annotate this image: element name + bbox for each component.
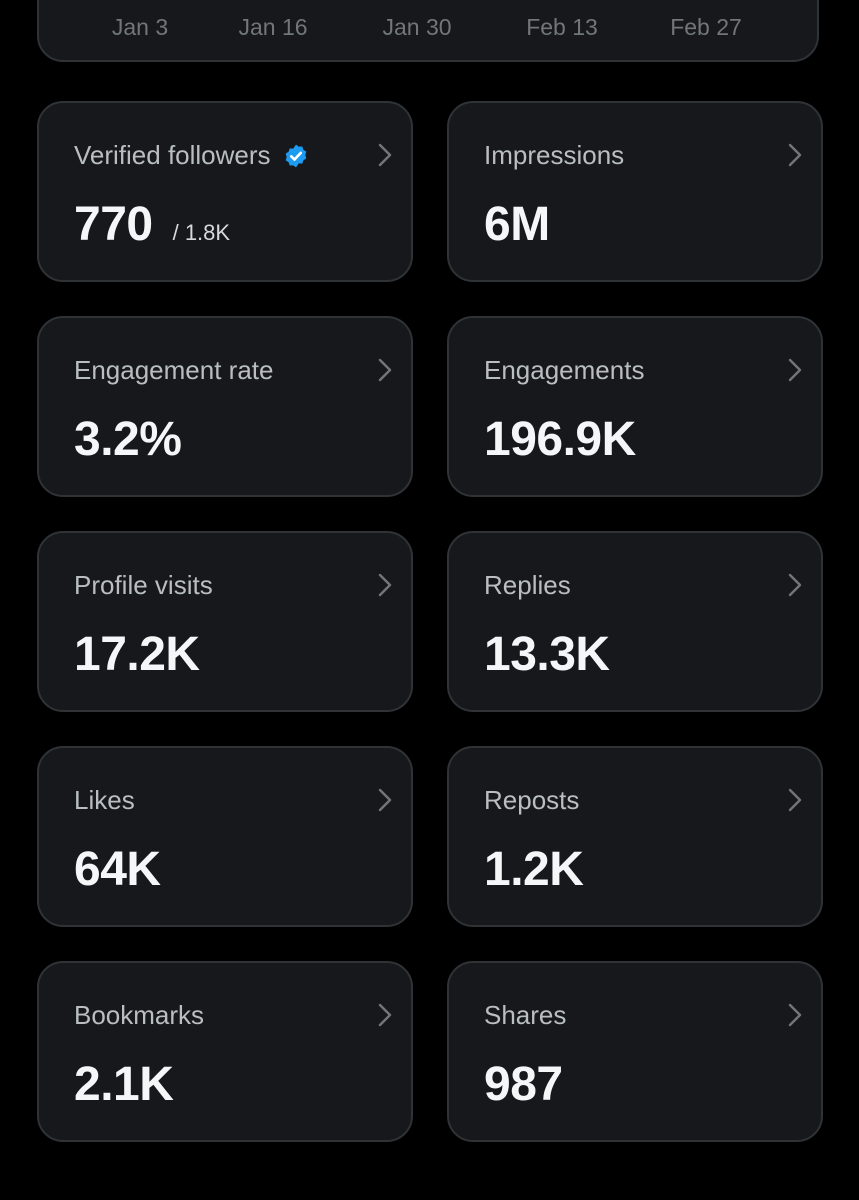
stat-card-profile-visits[interactable]: Profile visits 17.2K <box>37 531 413 712</box>
stat-label: Engagement rate <box>74 355 274 385</box>
stat-value: 196.9K <box>484 413 636 466</box>
chevron-right-icon <box>788 1003 802 1027</box>
chart-x-axis: Jan 3 Jan 16 Jan 30 Feb 13 Feb 27 <box>39 14 817 44</box>
chevron-right-icon <box>378 358 392 382</box>
chevron-right-icon <box>378 1003 392 1027</box>
x-tick-label: Feb 27 <box>670 14 742 40</box>
stat-label: Engagements <box>484 355 645 385</box>
stat-value: 1.2K <box>484 843 584 896</box>
stat-label: Likes <box>74 785 135 815</box>
stat-label: Bookmarks <box>74 1000 205 1030</box>
x-tick-label: Jan 16 <box>238 14 308 40</box>
chevron-right-icon <box>788 573 802 597</box>
stat-value: 770 <box>74 198 153 251</box>
chevron-right-icon <box>788 358 802 382</box>
chevron-right-icon <box>788 143 802 167</box>
stat-value: 6M <box>484 198 550 251</box>
stat-label: Reposts <box>484 785 580 815</box>
stat-label: Verified followers <box>74 140 271 170</box>
stat-value: 2.1K <box>74 1058 174 1111</box>
stat-label: Profile visits <box>74 570 213 600</box>
stat-value: 3.2% <box>74 413 182 466</box>
stat-label: Shares <box>484 1000 567 1030</box>
x-tick-label: Jan 30 <box>382 14 452 40</box>
verified-badge-icon <box>285 144 306 167</box>
chevron-right-icon <box>378 573 392 597</box>
stat-value: 64K <box>74 843 161 896</box>
stat-card-bookmarks[interactable]: Bookmarks 2.1K <box>37 961 413 1142</box>
stat-card-engagement-rate[interactable]: Engagement rate 3.2% <box>37 316 413 497</box>
stat-card-verified-followers[interactable]: Verified followers 770 / 1.8K <box>37 101 413 282</box>
stat-value: 17.2K <box>74 628 200 681</box>
stat-card-impressions[interactable]: Impressions 6M <box>447 101 823 282</box>
stat-sub-value: / 1.8K <box>172 220 231 245</box>
stat-value: 987 <box>484 1058 563 1111</box>
stat-card-reposts[interactable]: Reposts 1.2K <box>447 746 823 927</box>
stat-card-likes[interactable]: Likes 64K <box>37 746 413 927</box>
stat-card-engagements[interactable]: Engagements 196.9K <box>447 316 823 497</box>
stat-label: Impressions <box>484 140 625 170</box>
x-tick-label: Jan 3 <box>111 14 169 40</box>
stat-value: 13.3K <box>484 628 610 681</box>
stat-card-shares[interactable]: Shares 987 <box>447 961 823 1142</box>
chart-card: Jan 3 Jan 16 Jan 30 Feb 13 Feb 27 <box>37 0 819 62</box>
stat-label: Replies <box>484 570 571 600</box>
chevron-right-icon <box>378 788 392 812</box>
chevron-right-icon <box>788 788 802 812</box>
chevron-right-icon <box>378 143 392 167</box>
stat-card-replies[interactable]: Replies 13.3K <box>447 531 823 712</box>
x-tick-label: Feb 13 <box>526 14 598 40</box>
